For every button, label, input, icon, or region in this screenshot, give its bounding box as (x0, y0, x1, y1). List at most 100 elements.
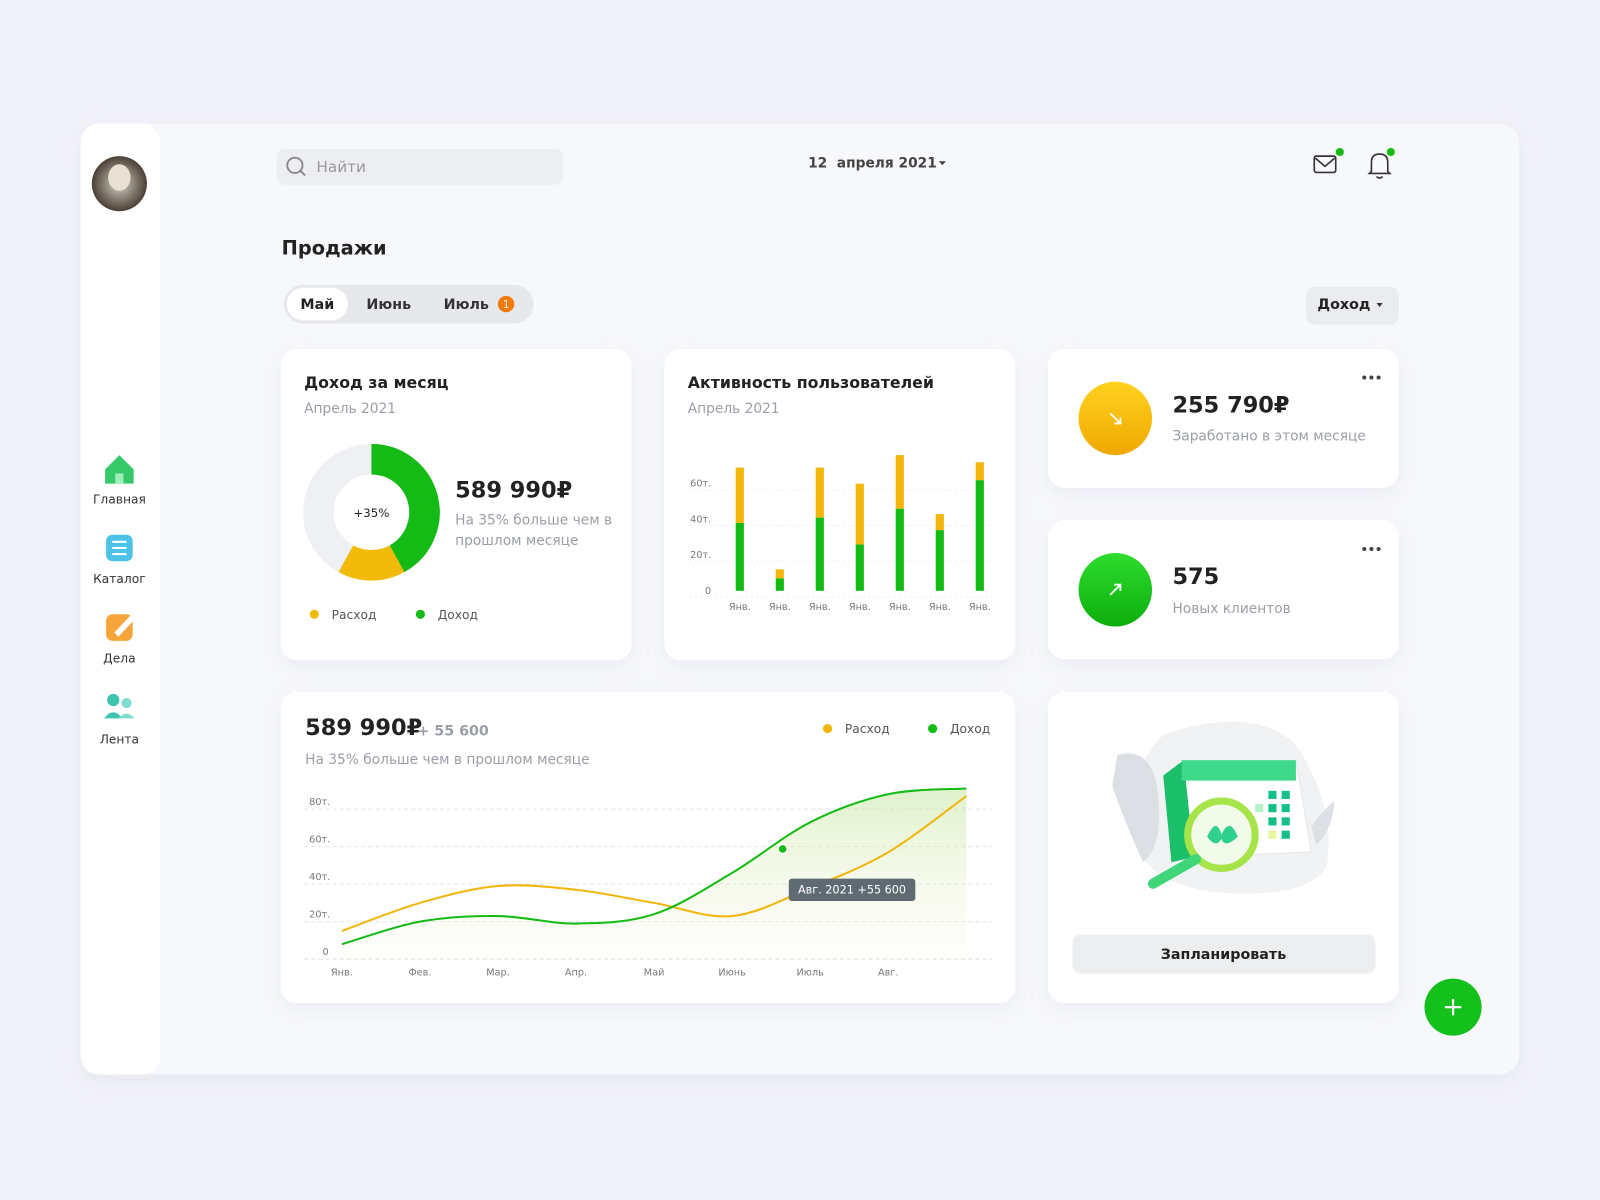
donut-center: +35% (353, 506, 389, 520)
legend-dot (309, 609, 319, 619)
x-tick-label: Мар. (486, 967, 510, 978)
card-subtitle: Апрель 2021 (304, 401, 396, 417)
bar (855, 544, 864, 591)
headline: 589 990₽ (305, 715, 422, 741)
card-title: Доход за месяц (304, 373, 449, 392)
delta: + 55 600 (417, 724, 489, 740)
tabs (283, 284, 534, 324)
tab-label[interactable]: Май (300, 297, 334, 313)
search-placeholder: Найти (316, 158, 366, 176)
tooltip-text: Авг. 2021 +55 600 (798, 883, 906, 896)
bar (735, 467, 744, 523)
nav-label: Каталог (93, 572, 146, 586)
nav-catalog[interactable]: Каталог (93, 534, 146, 586)
card-subtitle: Апрель 2021 (688, 401, 780, 417)
tab-label[interactable]: Июнь (366, 297, 411, 313)
card (1047, 520, 1399, 660)
nav-label: Дела (103, 652, 135, 666)
x-tick-label: Авг. (878, 967, 899, 978)
note: На 35% больше чем в прошлом месяце (455, 512, 613, 549)
x-tick-label: Янв. (331, 967, 353, 978)
y-tick-label: 80т. (309, 797, 330, 808)
button-label: Запланировать (1161, 947, 1287, 963)
y-tick-label: 0 (705, 586, 711, 597)
subtitle: На 35% больше чем в прошлом месяце (305, 752, 590, 768)
y-tick-label: 60т. (690, 479, 711, 490)
date-picker[interactable]: 12 апреля 2021 (808, 155, 946, 171)
more[interactable] (1362, 546, 1381, 552)
search[interactable]: Найти (276, 148, 564, 185)
legend-label: Доход (438, 608, 478, 622)
arrow (1109, 583, 1122, 596)
tooltip (788, 878, 916, 902)
badge-text: 1 (503, 300, 509, 311)
card (1047, 348, 1399, 488)
bar (775, 578, 784, 591)
stat-label: Заработано в этом месяце (1172, 429, 1365, 445)
bar (735, 522, 744, 591)
filter-label: Доход (1317, 297, 1370, 313)
nav-label: Лента (100, 732, 139, 746)
y-tick-label: 60т. (309, 835, 330, 846)
stat-value: 255 790₽ (1172, 393, 1289, 419)
stat-label: Новых клиентов (1172, 601, 1290, 617)
notifications[interactable] (1367, 147, 1395, 179)
nav-label: Главная (93, 492, 146, 506)
legend-label: Расход (845, 722, 890, 736)
bar (855, 483, 864, 545)
more[interactable] (1362, 375, 1381, 380)
amount: 589 990₽ (455, 477, 572, 503)
schedule-button[interactable]: Запланировать (1072, 934, 1376, 974)
tab-label[interactable]: Июль (444, 297, 489, 313)
mail[interactable] (1313, 147, 1344, 174)
y-tick-label: 20т. (690, 550, 711, 561)
filter-dropdown[interactable]: Доход (1306, 286, 1399, 325)
card (280, 348, 632, 661)
bar (815, 517, 824, 591)
x-tick-label: Янв. (809, 602, 831, 613)
stat-value: 575 (1172, 564, 1219, 590)
bar (975, 480, 984, 591)
x-tick-label: Фев. (408, 967, 431, 978)
bar (935, 530, 944, 591)
nav-tasks[interactable]: Дела (103, 614, 136, 666)
donut-segment (370, 443, 440, 573)
page-title: Продажи (282, 236, 387, 259)
bar (775, 569, 784, 579)
illustration (1112, 721, 1335, 894)
x-tick-label: Янв. (849, 602, 871, 613)
x-tick-label: Апр. (565, 967, 587, 978)
x-tick-label: Янв. (769, 602, 791, 613)
y-tick-label: 40т. (309, 872, 330, 883)
card (664, 348, 1016, 661)
x-tick-label: Янв. (969, 602, 991, 613)
add-button[interactable] (1424, 978, 1482, 1036)
badge (497, 295, 515, 313)
hover-point (777, 843, 789, 855)
y-tick-label: 0 (322, 947, 328, 958)
avatar-face (108, 164, 131, 191)
legend-label: Доход (950, 722, 990, 736)
bar (895, 508, 904, 591)
line (341, 795, 967, 933)
sidebar (80, 123, 161, 1075)
nav-home[interactable]: Главная (93, 455, 146, 506)
x-tick-label: Янв. (929, 602, 951, 613)
legend-label: Расход (332, 608, 377, 622)
bar (935, 514, 944, 531)
donut-segment (338, 544, 405, 581)
bar (815, 467, 824, 518)
x-tick-label: Июнь (718, 967, 746, 978)
legend-dot (822, 723, 833, 734)
legend-dot (928, 723, 938, 734)
legend-dot (415, 609, 425, 619)
nav-feed[interactable]: Лента (100, 693, 139, 746)
x-tick-label: Май (644, 967, 665, 978)
bar (895, 455, 904, 509)
date: 12 апреля 2021 (808, 155, 937, 171)
line (341, 787, 967, 946)
tab-active[interactable] (286, 287, 348, 321)
y-tick-label: 40т. (690, 514, 711, 525)
